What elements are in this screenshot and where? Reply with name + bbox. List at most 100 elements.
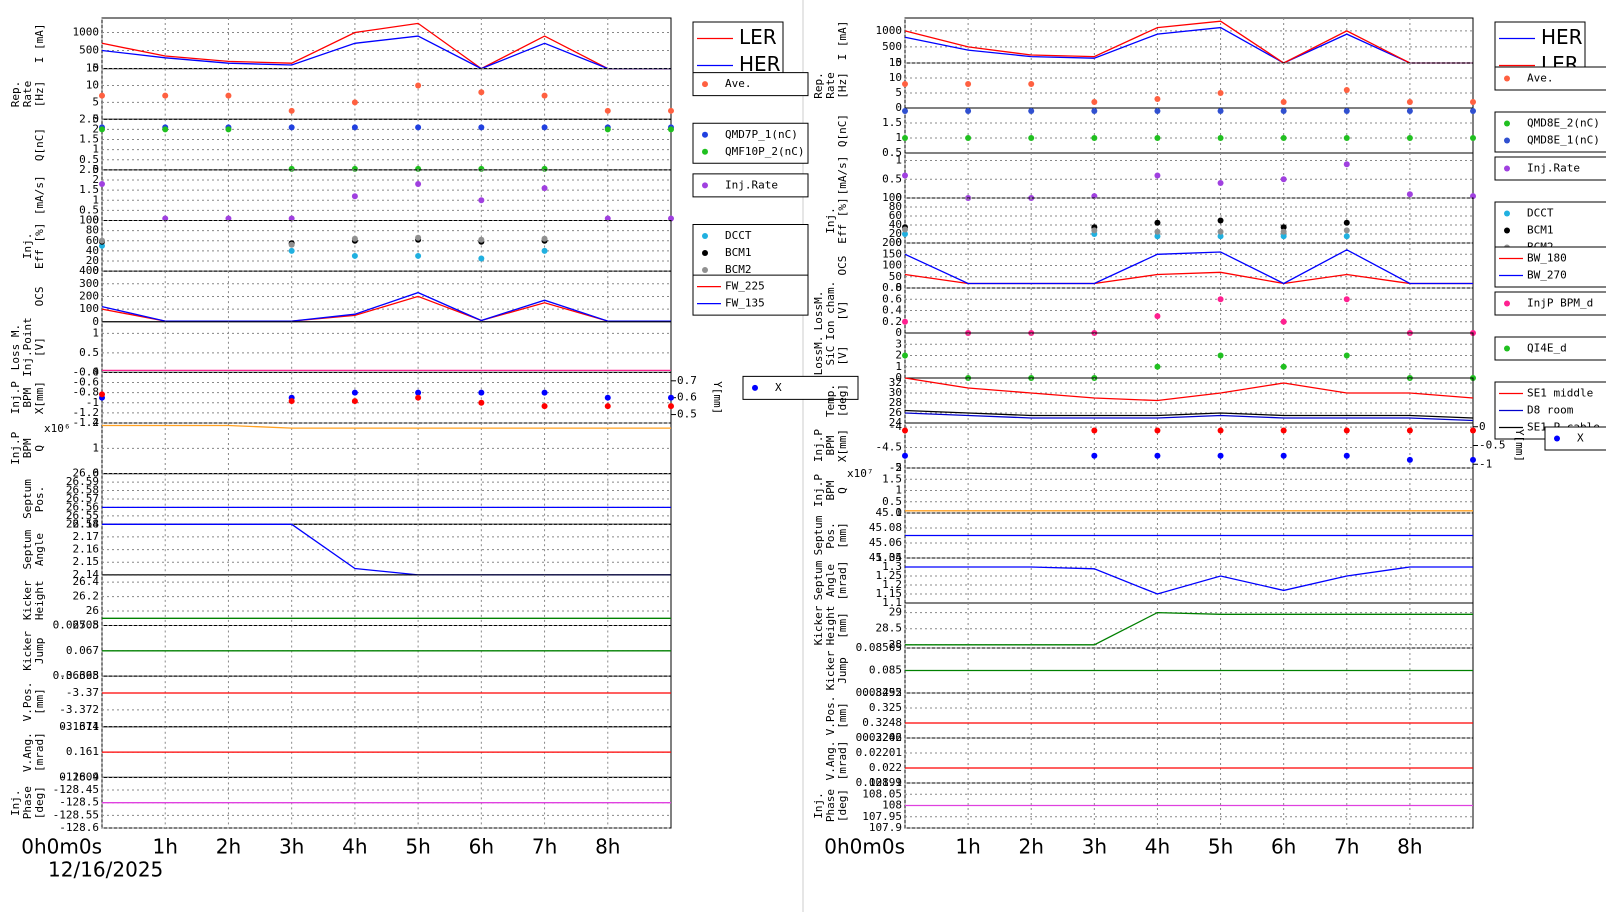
- legend-box: [1494, 246, 1606, 288]
- legend-swatch: [702, 148, 708, 155]
- legend-label: HER: [1541, 25, 1583, 49]
- y-tick-label: 24: [889, 416, 903, 429]
- legend-label: Ave.: [1527, 72, 1554, 85]
- series-point: [604, 126, 611, 133]
- y-tick-label: 2: [895, 349, 902, 362]
- series-point: [1343, 233, 1350, 240]
- y-tick-label: -4: [889, 420, 903, 433]
- y-tick-label: -1.4: [73, 416, 100, 429]
- series-point: [1280, 427, 1287, 434]
- series-point: [99, 92, 105, 99]
- y-tick-label: 0: [895, 236, 902, 249]
- y-tick-label: 0.1611: [59, 720, 99, 733]
- series-point: [1217, 135, 1224, 141]
- series-point: [1406, 135, 1413, 141]
- series-point: [541, 247, 548, 254]
- legend-label: BCM2: [725, 263, 752, 276]
- series-point: [1091, 108, 1098, 114]
- y-tick-label: 1.5: [79, 183, 99, 196]
- series-point: [604, 215, 611, 222]
- series-point: [478, 255, 485, 262]
- y-axis-label: Pos.: [824, 522, 837, 549]
- series-point: [902, 427, 908, 434]
- series-point: [1091, 427, 1098, 434]
- legend-swatch: [1504, 300, 1510, 307]
- y-tick-label: 200: [79, 289, 99, 302]
- series-point: [162, 215, 169, 222]
- y-axis-label: Inj.P: [812, 474, 825, 507]
- x-tick-label: 7h: [532, 835, 557, 859]
- y-unit-label: x10⁷: [847, 467, 874, 480]
- y-tick-label: 26: [86, 604, 99, 617]
- y-tick-label: 10: [889, 71, 902, 84]
- y-axis-label: Septum: [812, 515, 825, 555]
- series-point: [351, 235, 358, 242]
- legend-swatch: [1504, 75, 1510, 82]
- y-tick-label: 0: [895, 281, 902, 294]
- series-point: [604, 107, 611, 114]
- y-tick-label: -5: [889, 461, 902, 474]
- legend-swatch: [1504, 165, 1510, 172]
- series-point: [541, 389, 548, 396]
- y-tick-label: 26.4: [73, 575, 100, 588]
- y-tick-label: 1: [92, 441, 99, 454]
- y-axis-label: V.Pos.: [824, 696, 837, 736]
- y-axis-label: Inj.: [824, 207, 837, 234]
- y-axis-label: Inj.P: [9, 431, 22, 464]
- series-point: [415, 181, 422, 188]
- series-point: [1154, 219, 1161, 226]
- series-point: [478, 124, 485, 131]
- y-tick-label: 1000: [73, 25, 100, 38]
- y2-tick-label: 0: [1479, 420, 1486, 433]
- series-point: [1343, 427, 1350, 434]
- y-tick-label: 0: [92, 112, 99, 125]
- y-axis-label: [mA/s]: [33, 175, 46, 215]
- series-point: [902, 81, 908, 87]
- y-axis-label: X[mm]: [836, 429, 849, 462]
- series-point: [1217, 452, 1224, 459]
- series-point: [288, 124, 295, 131]
- y-tick-label: 2.14: [73, 568, 100, 581]
- y-tick-label: 100: [882, 259, 902, 272]
- y-tick-label: 28.5: [876, 622, 903, 635]
- y-tick-label: 0.5: [882, 495, 902, 508]
- legend-swatch: [1504, 137, 1510, 144]
- series-point: [162, 126, 169, 133]
- y-axis-label: Inj.: [21, 233, 34, 260]
- y-tick-label: 26.2: [73, 590, 100, 603]
- y-tick-label: 1: [92, 193, 99, 206]
- y-tick-label: -0.6: [73, 376, 100, 389]
- series-point: [668, 403, 674, 410]
- y-tick-label: 1.2: [882, 578, 902, 591]
- series-point: [1154, 313, 1161, 320]
- series-point: [1028, 135, 1035, 141]
- x-tick-label: 1h: [955, 835, 980, 859]
- y-tick-label: 26.54: [66, 517, 99, 530]
- y-tick-label: 108.1: [869, 776, 902, 789]
- series-point: [288, 398, 295, 405]
- legend-swatch: [702, 233, 708, 239]
- series-point: [1343, 219, 1350, 226]
- legend-box: [1494, 291, 1606, 316]
- legend-label: DCCT: [725, 229, 752, 242]
- series-point: [1470, 108, 1476, 114]
- y-tick-label: -3.372: [59, 703, 99, 716]
- y-axis-label: Jump: [33, 638, 46, 665]
- legend-label: BW_180: [1527, 252, 1567, 265]
- y-tick-label: 20: [86, 254, 99, 267]
- series-point: [1470, 427, 1476, 434]
- y-tick-label: 15: [889, 56, 902, 69]
- y-tick-label: 0.8: [882, 281, 902, 294]
- y-tick-label: 0: [895, 56, 902, 69]
- y-tick-label: 0.08505: [856, 641, 902, 654]
- y2-tick-label: 0.5: [677, 408, 697, 421]
- y-axis-label: Height: [33, 580, 46, 620]
- y-tick-label: 0.02202: [856, 731, 902, 744]
- y-tick-label: -128.45: [53, 783, 99, 796]
- legend-swatch: [702, 81, 708, 88]
- y-axis-label: Q: [836, 487, 849, 494]
- y-tick-label: 50: [889, 270, 902, 283]
- legend-box: [1494, 156, 1606, 181]
- legend-swatch: [702, 131, 708, 138]
- series-point: [1091, 227, 1098, 234]
